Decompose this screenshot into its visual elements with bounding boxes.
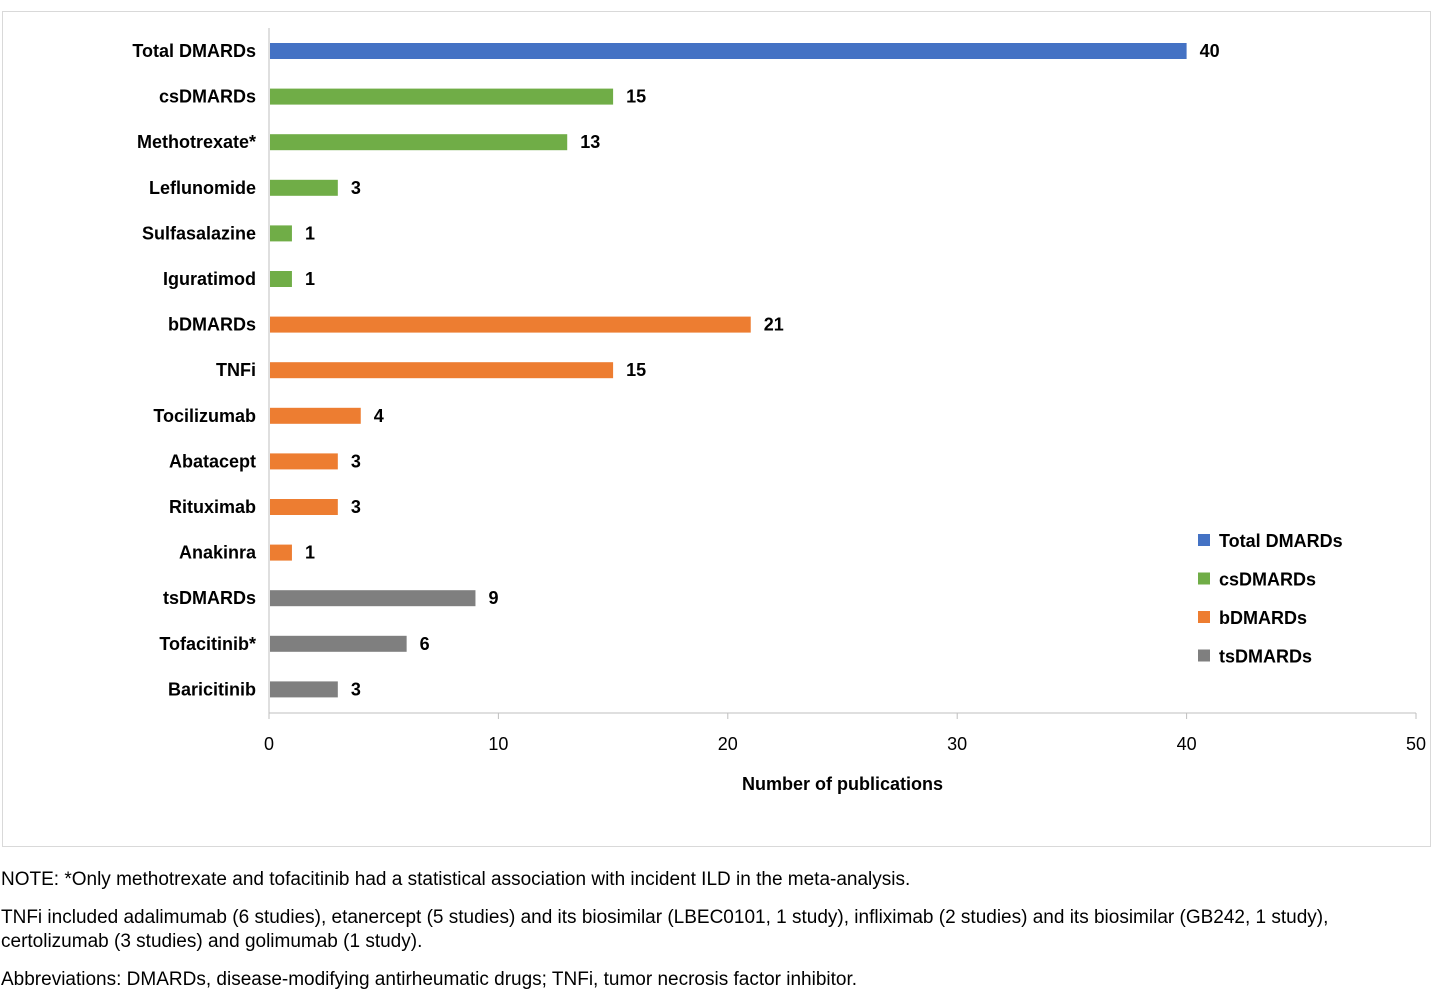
data-label: 21 <box>764 315 784 335</box>
data-label: 15 <box>626 360 646 380</box>
data-label: 13 <box>580 132 600 152</box>
note-text: NOTE: *Only methotrexate and tofacitinib… <box>1 869 911 890</box>
category-label: Leflunomide <box>149 178 256 198</box>
data-label: 15 <box>626 87 646 107</box>
category-label: Methotrexate* <box>137 132 256 152</box>
legend-swatch <box>1198 572 1210 585</box>
legend-swatch <box>1198 611 1210 623</box>
data-label: 1 <box>305 223 315 243</box>
category-label: Baricitinib <box>168 679 256 699</box>
bar <box>270 362 614 379</box>
data-label: 9 <box>488 588 498 608</box>
category-label: TNFi <box>216 360 256 380</box>
x-tick-label: 20 <box>718 734 738 754</box>
data-label: 4 <box>374 406 384 426</box>
category-label: Anakinra <box>179 543 257 563</box>
bar <box>270 590 476 607</box>
category-label: csDMARDs <box>159 87 256 107</box>
legend-swatch <box>1198 649 1210 662</box>
category-label: Rituximab <box>169 497 256 517</box>
category-label: Iguratimod <box>163 269 256 289</box>
data-label: 6 <box>420 634 430 654</box>
category-label: Tocilizumab <box>153 406 256 426</box>
bar <box>270 134 568 151</box>
bar <box>270 271 292 287</box>
bar <box>270 225 292 242</box>
category-label: Tofacitinib* <box>159 634 256 654</box>
x-axis-title: Number of publications <box>742 774 943 794</box>
category-label: Abatacept <box>169 451 256 471</box>
data-label: 1 <box>305 543 315 563</box>
bar <box>270 316 751 333</box>
data-label: 3 <box>351 679 361 699</box>
bar <box>270 88 614 105</box>
bar <box>270 43 1187 59</box>
x-tick-label: 30 <box>947 734 967 754</box>
data-label: 3 <box>351 178 361 198</box>
tnfi-footnote: TNFi included adalimumab (6 studies), et… <box>1 907 1329 952</box>
bar <box>270 635 407 652</box>
chart-frame: Total DMARDs 40 csDMARDs 15 Methotrexate* 13 L… <box>2 11 1431 847</box>
category-label: Sulfasalazine <box>142 223 256 243</box>
category-label: bDMARDs <box>168 315 256 335</box>
legend-swatch <box>1198 534 1210 546</box>
data-label: 3 <box>351 451 361 471</box>
data-label: 3 <box>351 497 361 517</box>
bar <box>270 179 338 196</box>
legend-label: csDMARDs <box>1219 570 1316 590</box>
x-tick-label: 0 <box>264 734 274 754</box>
bar <box>270 544 292 561</box>
legend-label: bDMARDs <box>1219 608 1307 628</box>
data-label: 40 <box>1200 41 1220 61</box>
category-label: tsDMARDs <box>163 588 256 608</box>
data-label: 1 <box>305 269 315 289</box>
bar <box>270 499 338 515</box>
abbreviations-footnote: Abbreviations: DMARDs, disease-modifying… <box>1 969 858 990</box>
category-label: Total DMARDs <box>132 41 256 61</box>
legend-label: tsDMARDs <box>1219 647 1312 667</box>
x-tick-label: 10 <box>488 734 508 754</box>
x-tick-label: 40 <box>1177 734 1197 754</box>
bar <box>270 681 338 698</box>
bar <box>270 407 361 424</box>
legend-label: Total DMARDs <box>1219 531 1343 551</box>
x-tick-label: 50 <box>1406 734 1426 754</box>
bar <box>270 453 338 470</box>
